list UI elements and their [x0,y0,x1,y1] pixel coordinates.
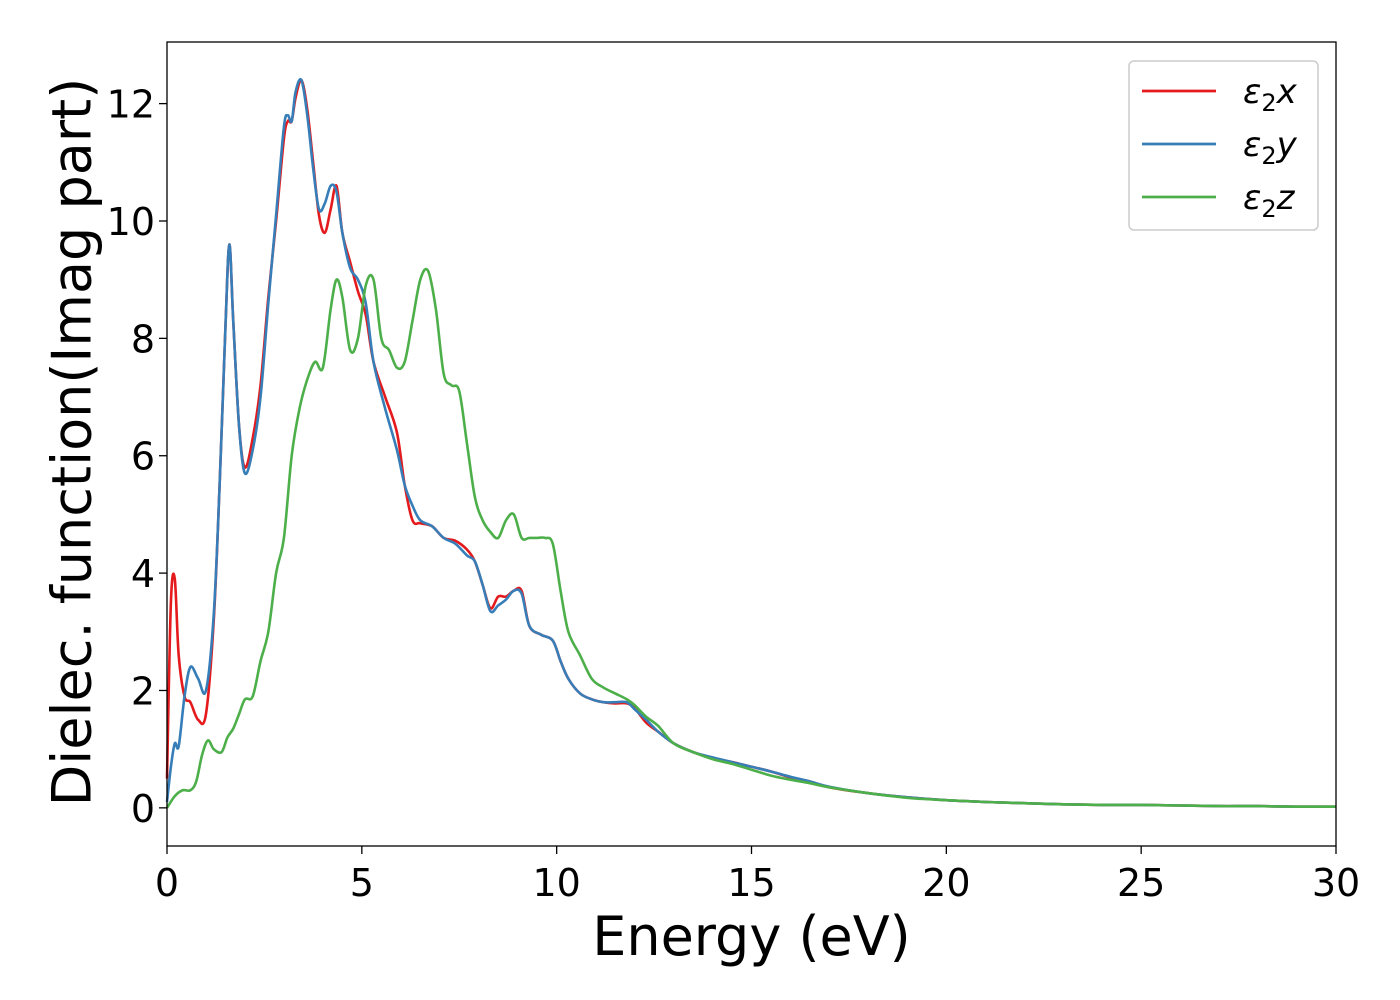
series-layer [165,77,1337,809]
y-axis-title: Dielec. function(Imag part) [41,78,104,807]
y-tick-label: 6 [131,435,155,479]
y-axis-ticks: 0 2 4 6 8 10 12 [107,83,167,831]
series-line-z [165,267,1337,809]
legend-label-y: ε2y [1243,125,1298,170]
x-tick-label: 5 [350,861,374,905]
legend-label-x: ε2x [1243,72,1298,117]
y-tick-label: 10 [107,200,155,244]
legend-label-subscript: 2 [1261,142,1276,170]
y-tick-label: 2 [131,669,155,713]
x-axis-title: Energy (eV) [592,905,911,968]
x-tick-label: 25 [1117,861,1165,905]
legend-label-base: ε [1243,178,1261,218]
legend-label-base: ε [1243,125,1261,165]
legend-label-base: ε [1243,72,1261,112]
y-tick-label: 8 [131,317,155,361]
y-tick-label: 4 [131,552,155,596]
legend-label-variable: y [1276,125,1298,165]
legend-label-variable: x [1276,72,1298,112]
plot-frame [166,41,1337,847]
series-line-y [165,77,1337,809]
x-tick-label: 10 [532,861,580,905]
legend-label-subscript: 2 [1261,195,1276,223]
y-tick-label: 0 [131,787,155,831]
x-tick-label: 0 [155,861,179,905]
x-tick-label: 20 [922,861,970,905]
x-tick-label: 15 [727,861,775,905]
legend-label-z: ε2z [1243,178,1296,223]
legend-label-variable: z [1276,178,1296,218]
x-axis-ticks: 0 5 10 15 20 25 30 [155,846,1360,905]
legend-label-subscript: 2 [1261,89,1276,117]
y-tick-label: 12 [107,83,155,127]
legend-box [1128,60,1319,231]
x-tick-label: 30 [1312,861,1360,905]
